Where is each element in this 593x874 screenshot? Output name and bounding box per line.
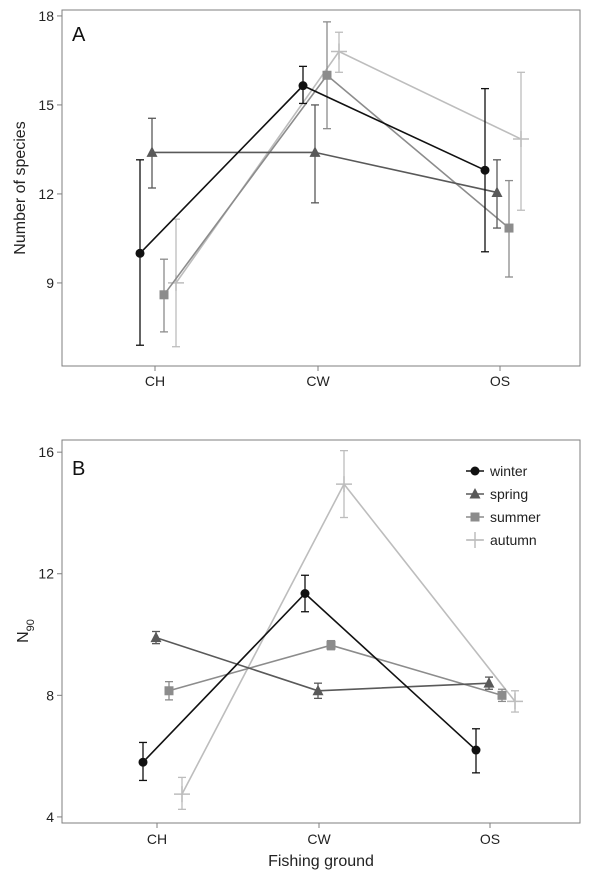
- panel-a-spring-line: [152, 151, 498, 194]
- legend-label: autumn: [490, 532, 537, 548]
- panel-b-series-layer: [138, 449, 523, 810]
- panel-b-y-tick-label: 16: [38, 444, 54, 460]
- panel-a-series-summer: [159, 21, 514, 333]
- panel-a-spring-point: [146, 146, 158, 157]
- panel-a-series-layer: [135, 21, 529, 348]
- panel-b-winter-line: [142, 592, 477, 763]
- panel-a-winter-point: [135, 248, 145, 258]
- panel-b-y-axis-title: N90: [15, 619, 37, 643]
- panel-b-chart: B N90 Fishing ground 4 8 12 16 CH CW OS winter…: [15, 439, 581, 870]
- panel-a-x-tick-label: CW: [306, 373, 330, 389]
- legend-label: spring: [490, 486, 528, 502]
- panel-b-autumn-point: [507, 693, 523, 710]
- legend: winter spring summer autumn: [466, 463, 541, 548]
- legend-swatch-marker: [470, 466, 480, 476]
- panel-a-series-spring: [146, 104, 503, 229]
- panel-b-autumn-line: [181, 482, 516, 795]
- panel-a-autumn-point: [513, 131, 529, 148]
- legend-swatch-marker: [469, 488, 481, 499]
- panel-a-series-autumn: [168, 31, 529, 348]
- panel-b-spring-line: [155, 636, 490, 692]
- panel-a-spring-point: [309, 146, 321, 157]
- panel-b-x-tick-label: OS: [480, 831, 500, 847]
- panel-b-series-summer: [164, 639, 507, 703]
- panel-b-series-winter: [138, 574, 481, 782]
- panel-b-summer-line: [168, 644, 503, 697]
- panel-a-series-winter: [135, 65, 490, 346]
- panel-a-y-axis-title: Number of species: [12, 121, 29, 254]
- panel-b-autumn-point: [174, 786, 190, 803]
- panel-b-spring-point: [150, 631, 162, 643]
- panel-b-x-tick-label: CW: [307, 831, 331, 847]
- panel-a-y-tick-label: 18: [38, 8, 54, 24]
- panel-b-summer-point: [497, 690, 507, 700]
- panel-a-y-tick-label: 15: [38, 97, 54, 113]
- panel-b-y-axis-title-subscript: 90: [25, 619, 37, 631]
- panel-b-summer-point: [164, 686, 174, 696]
- panel-b-autumn-point: [336, 476, 352, 493]
- panel-a-summer-point: [159, 290, 169, 300]
- panel-a-x-tick-label: CH: [145, 373, 165, 389]
- panel-b-winter-point: [471, 745, 481, 755]
- panel-a-summer-point: [504, 223, 514, 233]
- panel-a-chart: A Number of species 9 12 15 18 CH CW OS: [12, 8, 581, 389]
- legend-label: winter: [489, 463, 528, 479]
- panel-b-y-tick-label: 12: [38, 566, 54, 582]
- panel-a-spring-point: [491, 186, 503, 197]
- panel-b-spring-point: [312, 684, 324, 696]
- panel-a-winter-point: [480, 165, 490, 175]
- panel-a-y-tick-label: 9: [46, 275, 54, 291]
- panel-b-winter-point: [138, 757, 148, 767]
- panel-b-x-axis-title: Fishing ground: [268, 853, 374, 870]
- panel-a-autumn-line: [175, 50, 522, 284]
- panel-a-summer-point: [322, 70, 332, 80]
- panel-b-winter-point: [300, 589, 310, 599]
- panel-a-winter-line: [139, 84, 486, 254]
- panel-a-winter-point: [298, 81, 308, 91]
- panel-a-plot-border: [61, 9, 581, 367]
- panel-b-label: B: [72, 458, 85, 480]
- panel-b-spring-point: [483, 677, 495, 688]
- panel-b-plot-border: [61, 439, 581, 824]
- legend-item-winter: winter: [466, 463, 528, 479]
- legend-swatch-marker: [470, 512, 480, 522]
- panel-a-ticks: 9 12 15 18 CH CW OS: [38, 8, 510, 389]
- panel-a-y-tick-label: 12: [38, 186, 54, 202]
- legend-item-spring: spring: [466, 486, 528, 502]
- panel-b-y-tick-label: 4: [46, 809, 54, 825]
- panel-a-label: A: [72, 24, 86, 46]
- panel-b-y-tick-label: 8: [46, 687, 54, 703]
- legend-item-summer: summer: [466, 509, 541, 525]
- legend-item-autumn: autumn: [466, 532, 537, 548]
- legend-swatch-marker: [467, 532, 483, 548]
- panel-a-autumn-point: [331, 43, 347, 60]
- panel-b-ticks: 4 8 12 16 CH CW OS: [38, 444, 500, 847]
- panel-b-series-spring: [150, 630, 495, 700]
- panel-b-y-axis-title-main: N: [15, 631, 32, 643]
- legend-label: summer: [490, 509, 541, 525]
- panel-b-series-autumn: [174, 449, 523, 810]
- panel-b-x-tick-label: CH: [147, 831, 167, 847]
- panel-b-summer-point: [326, 640, 336, 650]
- panel-a-x-tick-label: OS: [490, 373, 510, 389]
